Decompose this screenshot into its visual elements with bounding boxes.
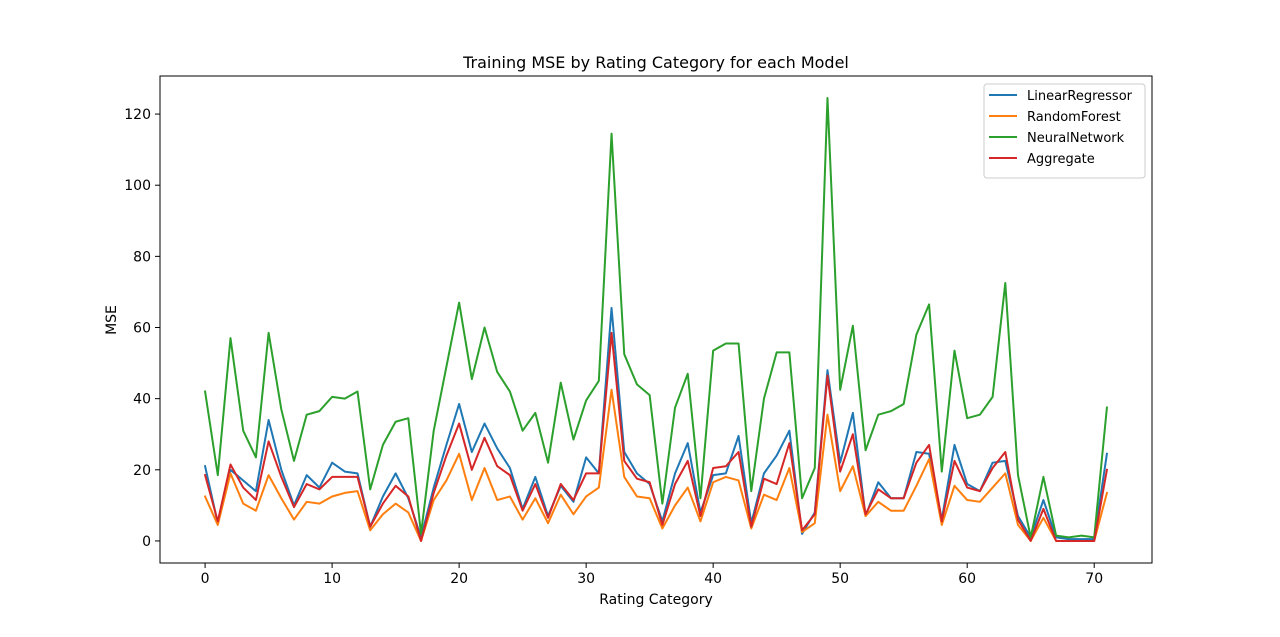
y-tick-label: 60 bbox=[133, 321, 151, 337]
x-tick-label: 10 bbox=[323, 571, 341, 587]
legend-label: LinearRegressor bbox=[1027, 89, 1133, 104]
x-tick-label: 70 bbox=[1085, 571, 1103, 587]
x-tick-label: 20 bbox=[450, 571, 468, 587]
legend-label: RandomForest bbox=[1027, 110, 1121, 125]
y-axis-ticks: 0 20 40 60 80 100 120 bbox=[124, 107, 160, 550]
legend-label: Aggregate bbox=[1027, 152, 1095, 167]
y-tick-label: 100 bbox=[124, 178, 151, 194]
legend: LinearRegressor RandomForest NeuralNetwork… bbox=[983, 83, 1146, 179]
x-axis-label: Rating Category bbox=[599, 592, 713, 608]
x-tick-label: 30 bbox=[577, 571, 595, 587]
y-tick-label: 0 bbox=[142, 534, 151, 550]
legend-label: NeuralNetwork bbox=[1027, 131, 1125, 146]
axes-frame bbox=[159, 75, 1153, 564]
series-line-neuralnetwork bbox=[203, 97, 1109, 539]
y-tick-label: 20 bbox=[133, 463, 151, 479]
x-tick-label: 50 bbox=[831, 571, 849, 587]
chart-title: Training MSE by Rating Category for each… bbox=[462, 53, 849, 72]
y-tick-label: 40 bbox=[133, 392, 151, 408]
legend-box bbox=[983, 83, 1146, 179]
x-tick-label: 40 bbox=[704, 571, 722, 587]
y-tick-label: 80 bbox=[133, 249, 151, 265]
series-line-aggregate bbox=[203, 331, 1109, 542]
x-tick-label: 0 bbox=[201, 571, 210, 587]
x-axis-ticks: 0 10 20 30 40 50 60 70 bbox=[201, 563, 1103, 587]
y-tick-label: 120 bbox=[124, 107, 151, 123]
series-line-randomforest bbox=[203, 388, 1109, 542]
x-tick-label: 60 bbox=[958, 571, 976, 587]
y-axis-label: MSE bbox=[104, 305, 120, 335]
series-layer bbox=[203, 97, 1109, 542]
